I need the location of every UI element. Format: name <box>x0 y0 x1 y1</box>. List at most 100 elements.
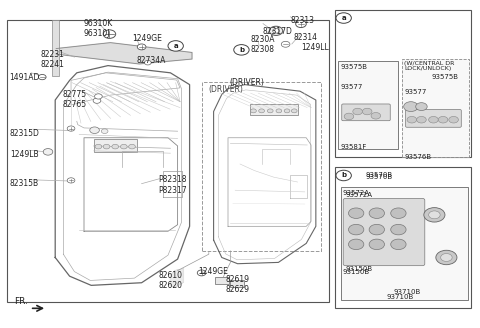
Text: (DRIVER): (DRIVER) <box>209 85 244 93</box>
Circle shape <box>43 149 53 155</box>
Text: 93575B: 93575B <box>340 64 367 70</box>
Circle shape <box>348 208 364 218</box>
Text: 93570B: 93570B <box>366 174 393 180</box>
Circle shape <box>348 224 364 235</box>
Circle shape <box>90 127 99 133</box>
Text: P82318
P82317: P82318 P82317 <box>158 175 187 195</box>
Bar <box>7 20 329 302</box>
Circle shape <box>441 254 452 261</box>
Circle shape <box>251 109 256 113</box>
Circle shape <box>103 30 116 38</box>
Polygon shape <box>56 43 192 64</box>
Text: 96310K
96310J: 96310K 96310J <box>84 19 113 38</box>
Text: 82315B: 82315B <box>10 179 39 188</box>
FancyBboxPatch shape <box>406 110 461 127</box>
Circle shape <box>369 224 384 235</box>
Bar <box>335 167 471 308</box>
Circle shape <box>281 41 290 47</box>
Circle shape <box>369 208 384 218</box>
Circle shape <box>95 94 102 99</box>
Text: 82610
82620: 82610 82620 <box>158 271 182 290</box>
Circle shape <box>369 239 384 250</box>
Text: b: b <box>341 173 346 178</box>
Circle shape <box>336 13 351 23</box>
Circle shape <box>353 108 362 115</box>
Bar <box>202 82 321 251</box>
FancyBboxPatch shape <box>342 104 390 121</box>
Circle shape <box>67 126 75 131</box>
Circle shape <box>93 98 101 103</box>
Circle shape <box>168 41 183 51</box>
Bar <box>230 280 244 287</box>
FancyBboxPatch shape <box>343 198 425 266</box>
Circle shape <box>95 144 102 149</box>
Circle shape <box>391 239 406 250</box>
Text: 93710B: 93710B <box>394 289 421 295</box>
Circle shape <box>429 211 440 219</box>
Text: (DRIVER): (DRIVER) <box>229 78 264 87</box>
Text: 93150B: 93150B <box>343 269 370 275</box>
Circle shape <box>259 109 264 113</box>
Text: 1249LB: 1249LB <box>11 150 39 159</box>
Circle shape <box>344 113 354 120</box>
Text: 82314: 82314 <box>294 33 318 42</box>
Text: 1249GE: 1249GE <box>132 34 162 43</box>
Circle shape <box>424 208 445 222</box>
Circle shape <box>269 26 283 35</box>
Circle shape <box>371 113 381 119</box>
Text: 93150B: 93150B <box>346 266 373 272</box>
Circle shape <box>391 224 406 235</box>
Circle shape <box>197 270 206 276</box>
Text: 82317D: 82317D <box>262 27 292 36</box>
Circle shape <box>101 129 108 133</box>
Circle shape <box>129 144 135 149</box>
Circle shape <box>417 116 426 123</box>
Polygon shape <box>170 269 183 287</box>
Text: 82619
82629: 82619 82629 <box>226 275 250 294</box>
Text: 1249GE: 1249GE <box>198 267 228 276</box>
Circle shape <box>429 116 438 123</box>
Text: 93710B: 93710B <box>386 294 414 299</box>
Text: FR.: FR. <box>14 297 28 306</box>
Circle shape <box>38 74 46 80</box>
Circle shape <box>291 109 297 113</box>
Text: a: a <box>341 15 346 21</box>
Bar <box>215 277 229 284</box>
Text: 93576B: 93576B <box>404 154 432 160</box>
Text: b: b <box>239 47 244 53</box>
Circle shape <box>404 102 418 112</box>
Text: 82231
82241: 82231 82241 <box>41 50 65 69</box>
Text: 93575B: 93575B <box>431 74 458 80</box>
Circle shape <box>103 144 110 149</box>
Circle shape <box>436 250 457 265</box>
Circle shape <box>137 44 146 50</box>
Text: 1491AD: 1491AD <box>10 73 40 82</box>
Circle shape <box>296 20 306 28</box>
Bar <box>402 59 469 157</box>
Circle shape <box>144 60 151 65</box>
Text: 82313: 82313 <box>290 16 314 25</box>
Circle shape <box>449 116 458 123</box>
Circle shape <box>348 239 364 250</box>
Text: 93572A: 93572A <box>346 192 372 197</box>
Circle shape <box>391 208 406 218</box>
Text: 93570B: 93570B <box>366 172 393 178</box>
Bar <box>338 61 398 149</box>
Circle shape <box>407 116 417 123</box>
Circle shape <box>67 178 75 183</box>
Circle shape <box>267 109 273 113</box>
Text: 82734A: 82734A <box>137 56 166 65</box>
Circle shape <box>416 103 427 111</box>
Circle shape <box>273 29 279 33</box>
Bar <box>341 187 468 300</box>
Text: 93577: 93577 <box>404 89 427 94</box>
Text: 93581F: 93581F <box>340 144 367 150</box>
Text: 82315D: 82315D <box>10 129 39 138</box>
Bar <box>250 104 298 115</box>
Circle shape <box>276 109 282 113</box>
Text: 82775
82765: 82775 82765 <box>62 90 86 109</box>
Text: 93572A: 93572A <box>343 190 370 195</box>
Text: a: a <box>173 43 178 49</box>
Circle shape <box>234 45 249 55</box>
Circle shape <box>362 108 372 115</box>
